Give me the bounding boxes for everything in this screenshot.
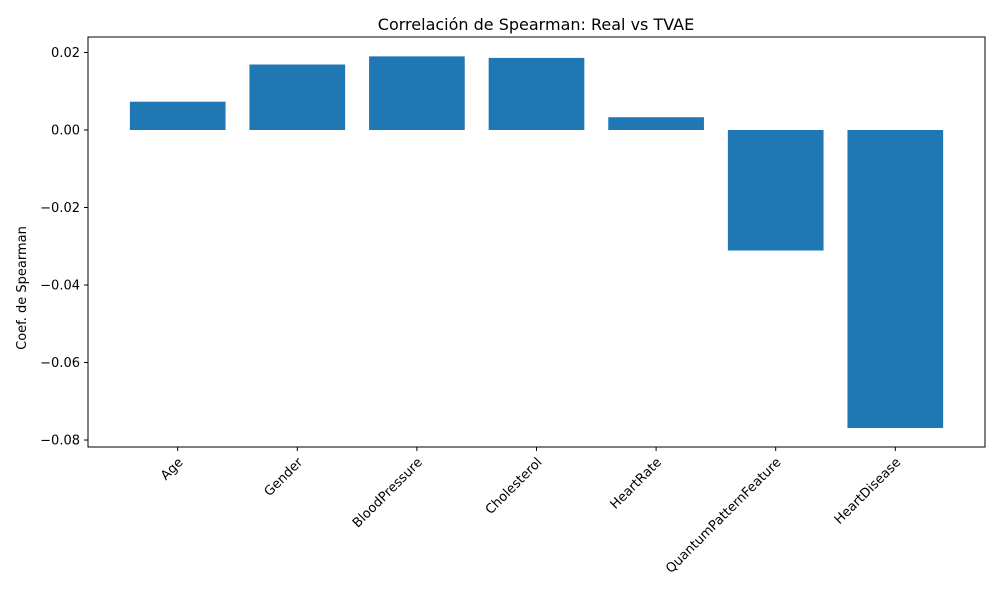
y-tick-label: −0.04 [40, 279, 80, 294]
x-tick-label: Cholesterol [483, 455, 545, 517]
bar-HeartDisease [847, 130, 944, 429]
x-tick-label: HeartRate [608, 455, 665, 512]
y-tick-label: −0.06 [40, 356, 80, 371]
x-tick-label: BloodPressure [350, 455, 426, 531]
y-tick-label: −0.08 [40, 434, 80, 449]
plot-area-frame [87, 36, 986, 448]
y-tick-label: 0.00 [51, 124, 80, 139]
x-tick-label: HeartDisease [832, 455, 904, 527]
y-tick-label: 0.02 [51, 46, 80, 61]
bar-QuantumPatternFeature [727, 130, 824, 251]
bar-BloodPressure [369, 56, 465, 131]
x-tick-label: Age [158, 455, 186, 483]
bar-Cholesterol [488, 57, 585, 131]
bar-Age [129, 101, 226, 131]
bar-Gender [249, 64, 346, 131]
x-tick-label: Gender [262, 455, 307, 500]
x-axis-ticks: Age Gender BloodPressure Cholesterol HeartRa… [158, 447, 904, 577]
y-axis-ticks: 0.02 0.00 −0.02 −0.04 −0.06 −0.08 [40, 46, 88, 449]
bar-HeartRate [608, 117, 704, 131]
bars-layer [129, 56, 944, 429]
chart-title: Correlación de Spearman: Real vs TVAE [378, 15, 694, 34]
x-tick-label: QuantumPatternFeature [663, 455, 784, 576]
y-tick-label: −0.02 [40, 201, 80, 216]
y-axis-title: Coef. de Spearman [15, 226, 30, 350]
